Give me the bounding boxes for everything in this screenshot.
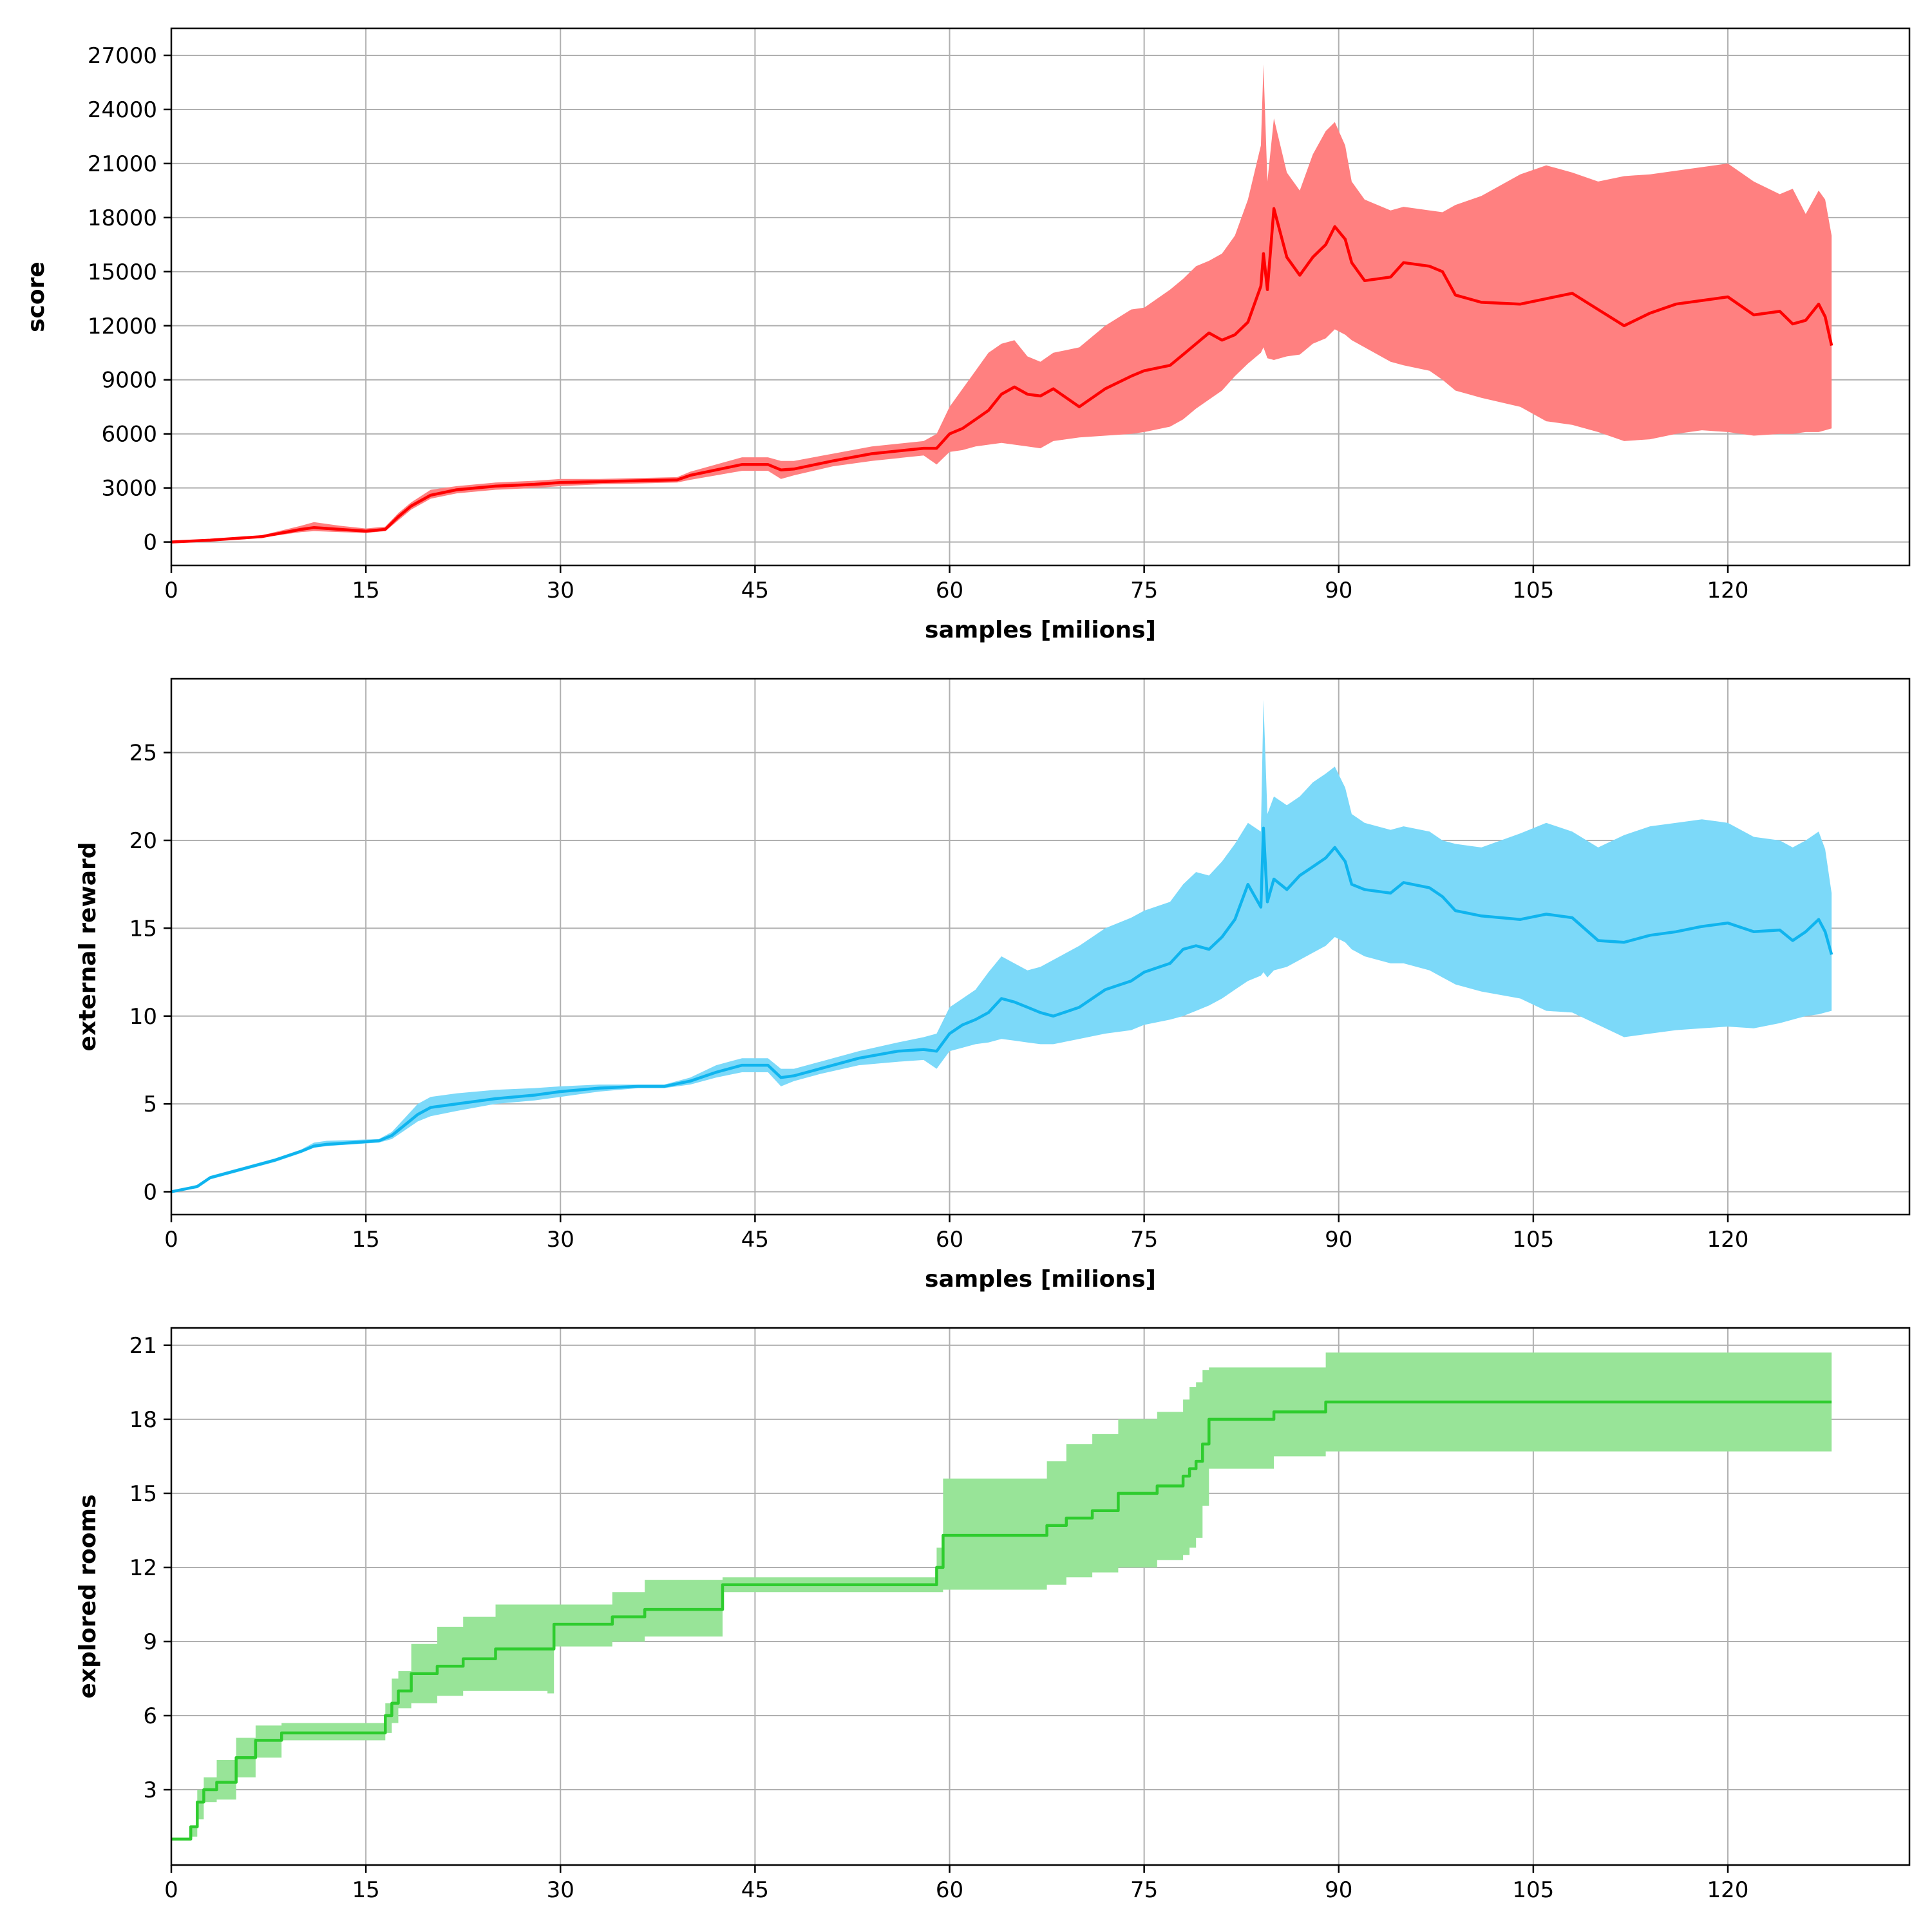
x-tick-label: 105 (1512, 1877, 1554, 1903)
x-tick-label: 90 (1325, 578, 1352, 603)
y-tick-label: 0 (143, 1180, 157, 1206)
x-tick-label: 15 (352, 578, 379, 603)
y-tick-label: 12000 (88, 314, 157, 339)
y-tick-label: 0 (143, 530, 157, 556)
axes-frame (170, 1327, 1911, 1866)
x-tick-label: 75 (1130, 578, 1158, 603)
y-axis-label: score (23, 261, 50, 332)
y-axis-label: external reward (75, 842, 101, 1051)
chart-panel-1: 0 15 30 45 60 75 90 105 120 0 3000 6000 9000 12000 150… (23, 27, 1911, 643)
x-tick-label: 120 (1707, 1877, 1749, 1903)
mean-line (171, 207, 1833, 544)
mean-line (171, 826, 1833, 1193)
x-tick-label: 0 (164, 1227, 178, 1253)
y-tick-label: 20 (129, 828, 157, 854)
x-tick-label: 45 (741, 578, 769, 603)
x-tick-label: 30 (547, 1877, 574, 1903)
y-tick-label: 6 (143, 1703, 157, 1729)
x-tick-label: 90 (1325, 1877, 1352, 1903)
y-tick-label: 24000 (88, 97, 157, 123)
y-tick-label: 10 (129, 1004, 157, 1030)
x-tick-label: 90 (1325, 1227, 1352, 1253)
y-tick-label: 6000 (101, 422, 157, 448)
axes-frame (170, 27, 1911, 567)
x-axis-label: samples [milions] (925, 617, 1156, 643)
plot-area (171, 1352, 1832, 1841)
x-tick-label: 120 (1707, 1227, 1749, 1253)
x-tick-label: 60 (936, 1877, 963, 1903)
y-tick-label: 25 (129, 741, 157, 766)
x-tick-label: 15 (352, 1227, 379, 1253)
y-tick-label: 15000 (88, 260, 157, 285)
confidence-band (171, 1352, 1832, 1839)
plot-area (171, 699, 1833, 1193)
x-tick-label: 60 (936, 578, 963, 603)
y-tick-label: 21 (129, 1333, 157, 1359)
y-tick-label: 9000 (101, 368, 157, 393)
x-tick-label: 75 (1130, 1227, 1158, 1253)
chart-panel-2: 0 15 30 45 60 75 90 105 120 0 5 10 15 20 25 samples [mi… (75, 677, 1911, 1293)
chart-panel-3: 0 15 30 45 60 75 90 105 120 3 6 9 12 15 18 21 explored r… (75, 1327, 1911, 1903)
x-tick-label: 0 (164, 1877, 178, 1903)
x-tick-label: 15 (352, 1877, 379, 1903)
confidence-band (171, 699, 1832, 1192)
y-tick-label: 12 (129, 1555, 157, 1581)
axes-frame (170, 677, 1911, 1216)
confidence-band (171, 64, 1832, 542)
x-axis-label: samples [milions] (925, 1266, 1156, 1293)
y-tick-label: 18000 (88, 205, 157, 231)
x-tick-label: 0 (164, 578, 178, 603)
x-tick-label: 120 (1707, 578, 1749, 603)
y-tick-label: 18 (129, 1407, 157, 1433)
y-axis-label: explored rooms (75, 1494, 101, 1698)
y-tick-label: 21000 (88, 151, 157, 177)
x-tick-label: 45 (741, 1227, 769, 1253)
y-tick-label: 3000 (101, 476, 157, 502)
x-tick-label: 105 (1512, 578, 1554, 603)
y-tick-label: 9 (143, 1629, 157, 1655)
y-tick-label: 15 (129, 916, 157, 942)
y-tick-label: 5 (143, 1092, 157, 1117)
mean-line (171, 1400, 1832, 1841)
x-tick-label: 60 (936, 1227, 963, 1253)
y-tick-label: 27000 (88, 43, 157, 69)
x-tick-label: 45 (741, 1877, 769, 1903)
x-tick-label: 75 (1130, 1877, 1158, 1903)
x-tick-label: 30 (547, 578, 574, 603)
y-tick-label: 15 (129, 1481, 157, 1507)
y-tick-label: 3 (143, 1777, 157, 1803)
plot-area (171, 64, 1833, 544)
x-tick-label: 30 (547, 1227, 574, 1253)
x-tick-label: 105 (1512, 1227, 1554, 1253)
